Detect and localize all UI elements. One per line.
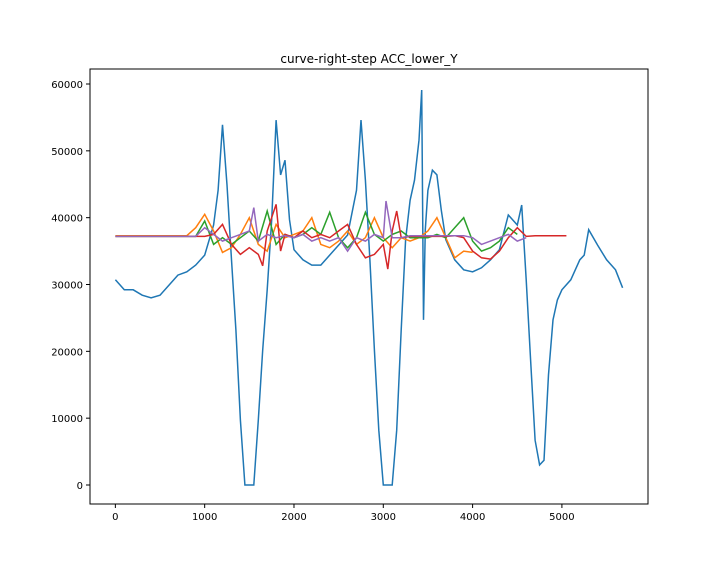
series-line (115, 200, 527, 253)
x-tick-label: 5000 (549, 512, 574, 523)
series-line (114, 89, 624, 486)
x-tick-label: 0 (112, 512, 118, 523)
y-tick-label: 0 (77, 481, 83, 492)
y-tick-label: 50000 (51, 147, 83, 158)
x-tick-label: 3000 (371, 512, 396, 523)
y-tick-label: 60000 (51, 80, 83, 91)
y-tick-label: 40000 (51, 214, 83, 225)
x-tick-label: 1000 (192, 512, 217, 523)
chart-title: curve-right-step ACC_lower_Y (280, 52, 458, 66)
series-line (115, 204, 567, 270)
x-tick-label: 2000 (281, 512, 306, 523)
y-tick-label: 10000 (51, 414, 83, 425)
x-tick-label: 4000 (460, 512, 485, 523)
y-tick-label: 30000 (51, 281, 83, 292)
plot-frame (89, 68, 649, 505)
y-tick-label: 20000 (51, 347, 83, 358)
